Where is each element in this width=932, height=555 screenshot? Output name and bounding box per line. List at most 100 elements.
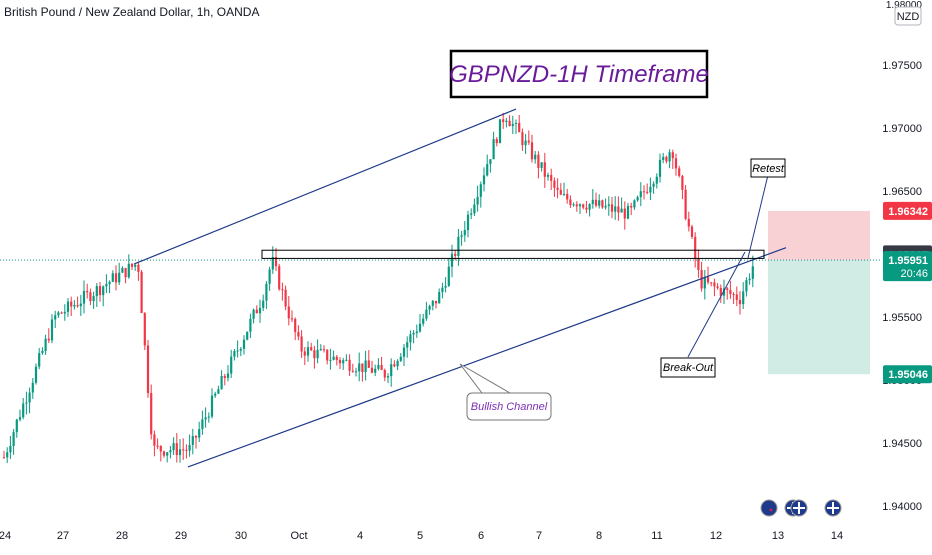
title-box[interactable] (449, 49, 709, 99)
candle (428, 304, 431, 315)
candle-body (518, 122, 521, 133)
candle-body (38, 353, 41, 367)
channel-lower-line[interactable] (187, 247, 787, 468)
candle-body (428, 305, 431, 310)
candle-body (182, 449, 185, 451)
candle (383, 368, 386, 382)
candle (492, 131, 495, 160)
time-label: 11 (651, 530, 662, 542)
time-label: 27 (57, 530, 69, 542)
resistance-zone-box[interactable] (261, 249, 765, 259)
price-tag-label: 1.96342 (888, 206, 928, 218)
candle-body (399, 356, 402, 361)
candle (575, 201, 578, 212)
candle (415, 324, 418, 338)
candle (47, 328, 50, 344)
candle-body (130, 263, 134, 267)
candle (409, 330, 412, 351)
candle (230, 349, 233, 379)
breakout-box[interactable] (660, 357, 716, 378)
candle-body (370, 367, 374, 373)
candle-body (329, 359, 332, 361)
candle (591, 189, 594, 209)
candle (121, 266, 124, 274)
candle-body (505, 120, 508, 123)
candle-body (665, 156, 668, 162)
candle-body (9, 445, 12, 453)
candle-body (188, 444, 191, 451)
candle-body (255, 309, 258, 314)
time-label: 13 (772, 530, 784, 542)
price-tag-box (883, 201, 932, 220)
candle-body (710, 282, 713, 284)
price-tag-label: 1.95046 (888, 369, 928, 381)
channel-upper-line[interactable] (133, 108, 517, 265)
currency-badge[interactable]: NZD (894, 6, 922, 26)
nz-flag-icon[interactable] (760, 499, 778, 517)
price-tick: 1.96500 (882, 186, 922, 198)
candle (668, 149, 671, 169)
candle-body (236, 350, 239, 352)
candle (655, 173, 658, 189)
candle-body (706, 277, 710, 283)
price-tick: 1.94500 (882, 438, 922, 450)
candle-body (575, 204, 578, 207)
candle (630, 202, 633, 215)
candle (678, 165, 681, 178)
candle (265, 281, 268, 309)
price-tag-label: 1.95951 (888, 255, 928, 267)
candle-body (572, 204, 575, 206)
candle-body (287, 306, 290, 319)
candle (742, 282, 745, 309)
candle (185, 444, 188, 459)
candle-body (383, 369, 386, 378)
candle (636, 195, 639, 202)
candle (361, 363, 364, 382)
uk-flag-icon-2[interactable] (790, 499, 808, 517)
candle (470, 208, 473, 220)
candle (495, 137, 498, 147)
price-tag-box (883, 251, 932, 282)
candle-body (418, 323, 422, 332)
candle-body (118, 272, 121, 283)
candle-body (431, 300, 434, 306)
price-tag[interactable]: 1.95046 (883, 365, 932, 384)
price-tag[interactable]: 1.96342 (883, 201, 932, 220)
candle (569, 195, 572, 208)
candle-body (732, 294, 735, 296)
candle (358, 352, 361, 382)
candle-body (380, 364, 383, 370)
candle (210, 388, 214, 419)
candle-body (332, 356, 335, 360)
candle (54, 310, 57, 329)
retest-box[interactable] (750, 158, 786, 178)
time-label: Oct (290, 530, 307, 542)
title-box-text: GBPNZD-1H Timeframe (449, 61, 709, 88)
candle (258, 299, 262, 323)
candle (514, 119, 518, 134)
candle-body (406, 342, 409, 348)
candle (722, 279, 726, 305)
channel-callout-label: Bullish Channel (471, 401, 548, 413)
candle (34, 363, 38, 385)
candle-body (194, 436, 198, 438)
candle-body (102, 286, 105, 296)
uk-flag-icon-3[interactable] (824, 499, 842, 517)
candle-body (60, 312, 63, 314)
candle (76, 296, 79, 308)
candle (252, 308, 255, 324)
candle (6, 447, 9, 464)
candle (284, 285, 287, 311)
candle (223, 373, 226, 386)
candle-body (566, 193, 569, 200)
drawings (133, 108, 787, 468)
candle-body (201, 419, 204, 430)
candle (652, 181, 655, 194)
candle (671, 149, 674, 169)
channel-callout-box[interactable] (466, 392, 552, 421)
take-profit-zone (768, 260, 870, 375)
candle-body (530, 142, 534, 160)
